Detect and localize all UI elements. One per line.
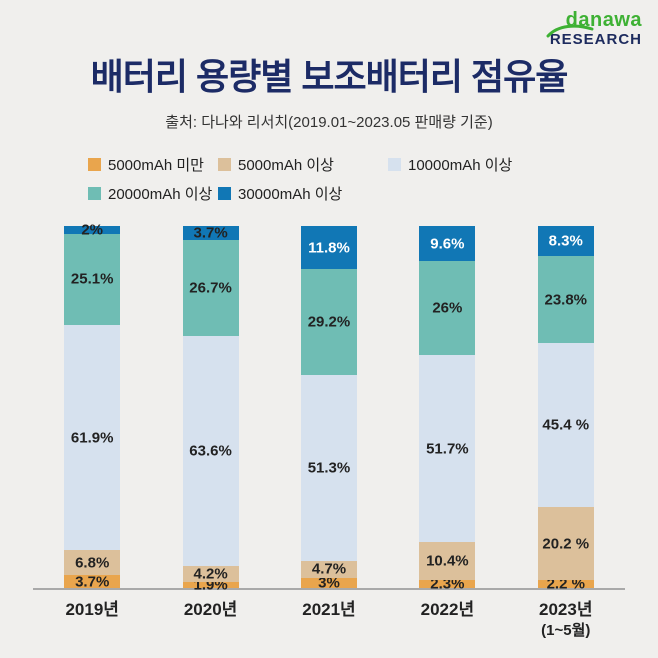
logo-swoosh-icon [546,24,594,38]
legend-item: 20000mAh 이상 [88,183,218,204]
legend-label: 5000mAh 미만 [108,157,204,175]
bar-segment-label: 20.2 % [542,535,590,553]
bar-segment-label: 26% [432,299,463,317]
bar-segment: 29.2% [300,269,357,375]
x-axis-label-text: 2020년 [183,600,238,620]
bar-segment: 23.8% [537,256,594,343]
x-axis-label: 2019년 [33,599,151,641]
x-axis-label: 2021년 [270,599,388,641]
bar-segment: 26% [419,261,476,356]
legend-item: 5000mAh 이상 [218,154,388,175]
bar-segment-label: 9.6% [430,235,465,253]
legend-label: 20000mAh 이상 [108,186,213,204]
x-axis-labels: 2019년 2020년 2021년 2022년 2023년 (1~5월) [33,599,625,641]
legend-label: 5000mAh 이상 [238,157,334,175]
bar-segment-label: 29.2% [307,313,351,331]
stacked-bar: 2.2 % 20.2 % 45.4 % 23.8% 8.3% [537,226,594,593]
bar-segment: 9.6% [419,226,476,262]
bar-segment-label: 61.9% [70,429,114,447]
bar-segment-label: 63.6% [189,442,232,460]
bar-segment: 1.9% [182,576,239,593]
bar-segment: 3% [300,574,357,591]
bar-segment: 51.3% [300,374,357,561]
stacked-bar: 1.9% 4.2% 63.6% 26.7% 3.7% [182,224,239,593]
legend-item: 30000mAh 이상 [218,183,388,204]
legend-swatch-icon [218,187,231,201]
bar-segment: 51.7% [419,355,476,543]
stacked-bar-chart: 3.7% 6.8% 61.9% 25.1% 2% 1.9% 4.2% 63.6% 26.7% 3.… [33,222,625,641]
legend-swatch-icon [388,158,401,172]
legend-item: 10000mAh 이상 [388,154,568,175]
legend-label: 10000mAh 이상 [408,157,513,175]
x-axis-label-text: 2021년 [302,600,356,620]
bar-segment-label: 3.7% [75,573,110,591]
stacked-bar: 3.7% 6.8% 61.9% 25.1% 2% [64,222,121,591]
bar-segment-label: 6.8% [75,554,110,572]
stacked-bar: 3% 4.7% 51.3% 29.2% 11.8% [300,226,357,591]
legend-item: 5000mAh 미만 [88,154,218,175]
bars-area: 3.7% 6.8% 61.9% 25.1% 2% 1.9% 4.2% 63.6% 26.7% 3.… [33,222,625,593]
legend-swatch-icon [218,158,231,172]
bar-segment: 20.2 % [537,507,594,581]
bar-segment-label: 11.8% [308,239,350,257]
x-axis-label: 2023년 (1~5월) [507,599,625,641]
bar-segment: 25.1% [64,233,121,325]
bar-segment: 8.3% [537,226,594,257]
legend-label: 30000mAh 이상 [238,186,343,204]
legend: 5000mAh 미만 5000mAh 이상 10000mAh 이상 20000mAh … [88,154,658,204]
x-axis-label: 2020년 [152,599,270,641]
bar-segment-label: 4.2% [193,565,228,583]
danawa-research-logo: danawa RESEARCH [546,9,642,49]
bar-segment: 10.4% [419,542,476,581]
x-axis-label-text: 2019년 [65,600,119,620]
bar-segment-label: 3% [318,574,340,592]
bar-segment-label: 3.7% [193,224,228,242]
bar-segment: 2.3% [419,576,476,593]
research-logo-text: RESEARCH [549,31,642,48]
bar-segment: 2.2 % [537,576,594,593]
bar-segment-label: 10.4% [426,552,469,570]
bar-segment-label: 23.8% [544,291,588,309]
bar-segment: 4.2% [182,565,239,583]
bar-segment-label: 25.1% [70,270,114,288]
bar-segment-label: 51.3% [307,459,351,477]
bar-segment-label: 26.7% [189,279,232,297]
danawa-logo-text: danawa [565,9,642,31]
bar-segment: 4.7% [300,560,357,578]
bar-segment-label: 45.4 % [542,416,590,434]
bar-segment-label: 51.7% [426,440,469,458]
bar-segment: 61.9% [64,324,121,551]
bar-segment: 2% [64,222,121,239]
bar-segment: 3.7% [64,573,121,591]
bar-segment-label: 4.7% [311,560,347,578]
bar-segment: 11.8% [300,226,357,270]
page-title: 배터리 용량별 보조배터리 점유율 [90,56,569,97]
bar-segment: 26.7% [182,239,239,337]
x-axis-sublabel-text: (1~5월) [541,622,591,640]
x-axis-line [33,588,625,591]
bar-segment-label: 8.3% [548,232,583,250]
legend-swatch-icon [88,187,101,201]
source-note: 출처: 다나와 리서치(2019.01~2023.05 판매량 기준) [165,114,493,132]
bar-segment: 45.4 % [537,342,594,508]
stacked-bar: 2.3% 10.4% 51.7% 26% 9.6% [419,226,476,593]
x-axis-label-text: 2023년 [539,600,593,620]
bar-segment: 63.6% [182,336,239,567]
x-axis-label-text: 2022년 [420,600,475,620]
bar-segment-label: 2% [81,221,104,239]
x-axis-label: 2022년 [388,599,506,641]
bar-segment: 3.7% [182,224,239,242]
legend-swatch-icon [88,158,101,172]
bar-segment: 6.8% [64,550,121,575]
